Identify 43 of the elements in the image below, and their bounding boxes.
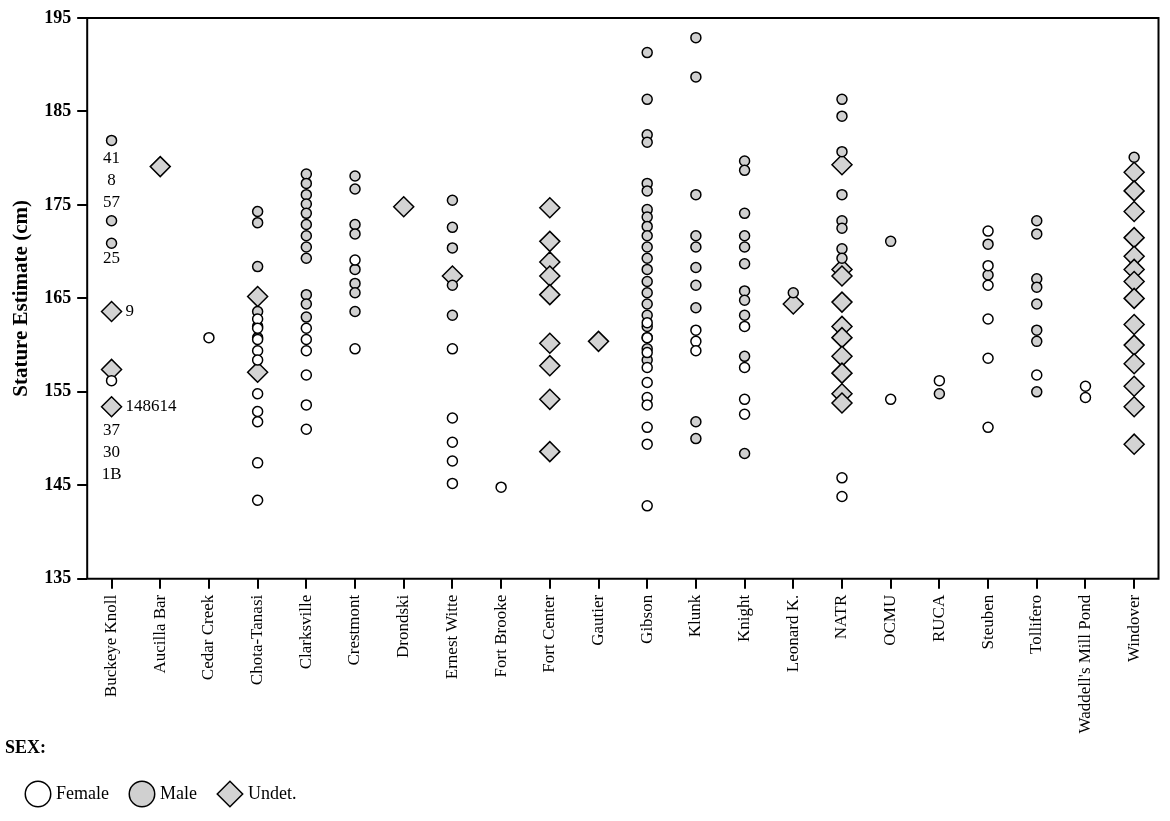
annotation: 41: [103, 147, 121, 167]
legend-label: Undet.: [247, 782, 297, 803]
x-tick-label: Windover: [1123, 594, 1143, 663]
x-tick-label: Crestmont: [344, 594, 364, 666]
y-tick-label: 185: [44, 100, 72, 121]
x-tick-label: RUCA: [928, 594, 948, 642]
y-tick-label: 195: [44, 6, 72, 27]
legend-title: SEX:: [5, 737, 47, 758]
x-tick-label: Drondski: [393, 594, 413, 659]
x-tick-label: Knight: [734, 594, 754, 642]
x-tick-label: Waddell's Mill Pond: [1074, 594, 1094, 734]
x-tick-label: Aucilla Bar: [149, 594, 169, 674]
x-tick-label: Fort Brooke: [490, 594, 510, 678]
x-tick-label: Clarksville: [295, 594, 315, 670]
x-tick-label: NATR: [831, 594, 851, 640]
y-tick-label: 135: [44, 567, 72, 588]
x-tick-label: Leonard K.: [782, 594, 802, 673]
annotation: 25: [103, 247, 121, 267]
y-axis-title: Stature Estimate (cm): [8, 200, 33, 397]
annotation: 30: [103, 442, 121, 462]
x-tick-label: Fort Center: [539, 594, 559, 673]
legend-label: Female: [56, 782, 109, 803]
legend-label: Male: [159, 782, 197, 803]
annotation: 9: [125, 300, 135, 320]
annotation: 148614: [125, 396, 178, 416]
y-tick-label: 155: [44, 380, 72, 401]
y-tick-label: 145: [44, 473, 72, 494]
annotation: 1B: [101, 464, 122, 484]
x-tick-label: Ernest Witte: [441, 594, 461, 680]
x-tick-label: Steuben: [977, 594, 997, 650]
x-tick-label: OCMU: [880, 594, 900, 646]
annotation: 8: [107, 169, 116, 189]
y-tick-label: 165: [44, 287, 72, 308]
x-tick-label: Chota-Tanasi: [247, 594, 267, 686]
x-tick-label: Cedar Creek: [198, 594, 218, 681]
x-tick-label: Klunk: [685, 594, 705, 638]
y-tick-label: 175: [44, 193, 72, 214]
x-tick-label: Gibson: [636, 594, 656, 644]
annotation: 37: [103, 420, 121, 440]
annotation: 57: [103, 191, 121, 211]
x-tick-label: Tollifero: [1026, 594, 1046, 654]
x-tick-label: Gautier: [587, 594, 607, 646]
x-tick-label: Buckeye Knoll: [101, 594, 121, 698]
